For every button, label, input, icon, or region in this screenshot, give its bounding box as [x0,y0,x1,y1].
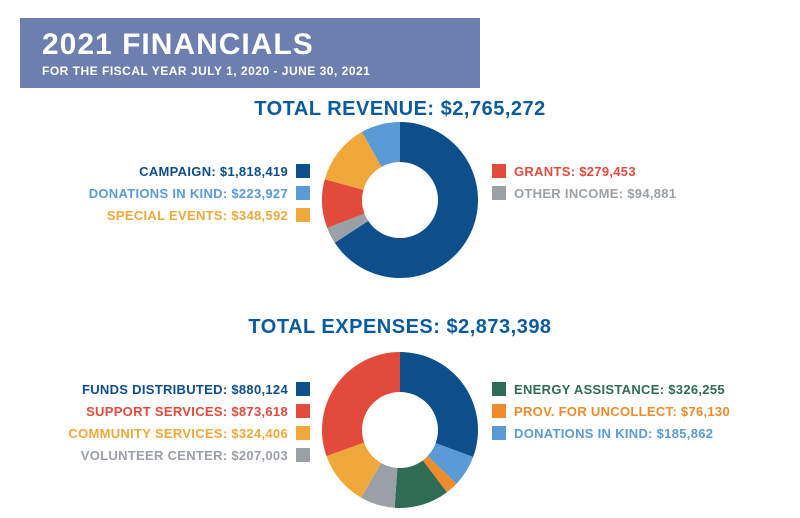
legend-label: FUNDS DISTRIBUTED: $880,124 [82,382,288,397]
legend-item: DONATIONS IN KIND: $185,862 [492,422,730,444]
legend-item: OTHER INCOME: $94,881 [492,182,676,204]
expenses-legend-right: ENERGY ASSISTANCE: $326,255 PROV. FOR UNC… [492,378,730,444]
legend-swatch [492,382,506,396]
revenue-donut-chart [320,120,480,285]
expenses-legend-left: FUNDS DISTRIBUTED: $880,124 SUPPORT SERVI… [68,378,310,466]
legend-swatch [296,382,310,396]
legend-label: VOLUNTEER CENTER: $207,003 [81,448,288,463]
legend-item: COMMUNITY SERVICES: $324,406 [68,422,310,444]
revenue-section: TOTAL REVENUE: $2,765,272 [0,98,800,121]
legend-swatch [296,208,310,222]
legend-item: ENERGY ASSISTANCE: $326,255 [492,378,730,400]
legend-item: SPECIAL EVENTS: $348,592 [89,204,310,226]
legend-item: GRANTS: $279,453 [492,160,676,182]
revenue-title: TOTAL REVENUE: $2,765,272 [0,98,800,121]
legend-label: CAMPAIGN: $1,818,419 [139,164,288,179]
legend-swatch [296,404,310,418]
slice-1 [322,352,400,456]
legend-label: DONATIONS IN KIND: $185,862 [514,426,713,441]
legend-item: VOLUNTEER CENTER: $207,003 [68,444,310,466]
legend-swatch [492,426,506,440]
legend-item: CAMPAIGN: $1,818,419 [89,160,310,182]
expenses-donut-chart [320,350,480,515]
legend-item: FUNDS DISTRIBUTED: $880,124 [68,378,310,400]
legend-label: ENERGY ASSISTANCE: $326,255 [514,382,725,397]
legend-swatch [492,186,506,200]
legend-swatch [296,164,310,178]
page-title: 2021 FINANCIALS [42,28,458,62]
legend-item: DONATIONS IN KIND: $223,927 [89,182,310,204]
expenses-title: TOTAL EXPENSES: $2,873,398 [0,316,800,339]
legend-item: PROV. FOR UNCOLLECT: $76,130 [492,400,730,422]
expenses-section: TOTAL EXPENSES: $2,873,398 [0,316,800,339]
header-bar: 2021 FINANCIALS FOR THE FISCAL YEAR JULY… [20,18,480,88]
legend-swatch [296,426,310,440]
legend-label: SPECIAL EVENTS: $348,592 [107,208,288,223]
page-subtitle: FOR THE FISCAL YEAR JULY 1, 2020 - JUNE … [42,64,458,78]
legend-label: SUPPORT SERVICES: $873,618 [86,404,288,419]
revenue-legend-right: GRANTS: $279,453 OTHER INCOME: $94,881 [492,160,676,204]
legend-label: DONATIONS IN KIND: $223,927 [89,186,288,201]
legend-label: OTHER INCOME: $94,881 [514,186,676,201]
slice-0 [400,352,478,457]
legend-label: GRANTS: $279,453 [514,164,636,179]
legend-swatch [492,404,506,418]
legend-item: SUPPORT SERVICES: $873,618 [68,400,310,422]
legend-label: COMMUNITY SERVICES: $324,406 [68,426,288,441]
legend-label: PROV. FOR UNCOLLECT: $76,130 [514,404,730,419]
legend-swatch [296,186,310,200]
revenue-legend-left: CAMPAIGN: $1,818,419 DONATIONS IN KIND: $… [89,160,310,226]
legend-swatch [492,164,506,178]
legend-swatch [296,448,310,462]
